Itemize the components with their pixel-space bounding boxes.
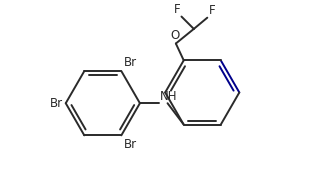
Text: O: O	[170, 29, 179, 42]
Text: F: F	[174, 3, 180, 16]
Text: F: F	[208, 4, 215, 17]
Text: Br: Br	[124, 56, 137, 69]
Text: Br: Br	[50, 97, 63, 110]
Text: Br: Br	[124, 138, 137, 151]
Text: NH: NH	[160, 89, 177, 103]
